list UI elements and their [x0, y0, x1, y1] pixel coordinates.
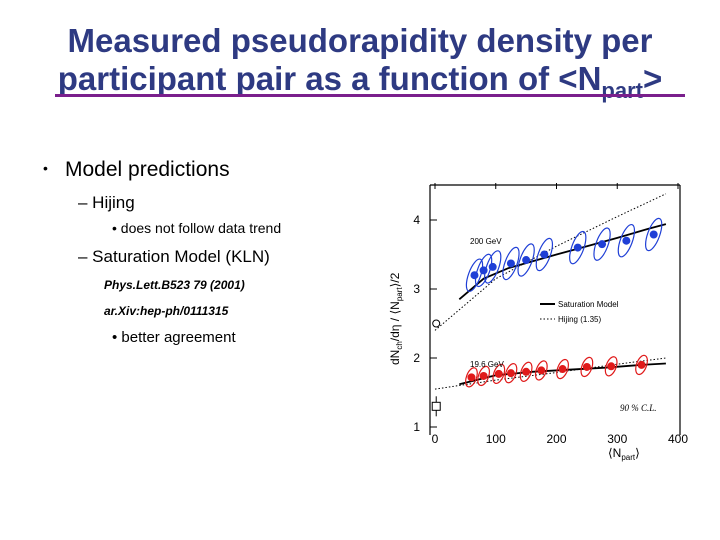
data-point-19gev [537, 366, 546, 375]
y-axis-label-end: ⟩/2 [388, 272, 402, 287]
x-tick-label: 300 [607, 432, 627, 446]
data-point-19gev [467, 373, 476, 382]
bullet-marker: • [43, 160, 48, 176]
x-axis-label-end: ⟩ [635, 446, 640, 460]
dash-hijing: – Hijing [78, 193, 135, 212]
y-axis-label: dNch/dη / ⟨Npart⟩/2 [388, 272, 404, 365]
y-axis-label-ch: ch [395, 341, 404, 349]
cl-ellipse [534, 360, 548, 381]
bullet-model-predictions: • Model predictions [43, 158, 230, 182]
cl-ellipse [556, 358, 569, 380]
cl-label: 90 % C.L. [620, 403, 657, 413]
legend-hijing-label: Hijing (1.35) [558, 315, 601, 324]
y-axis-label-mid: /dη / ⟨N [388, 301, 402, 341]
data-point-19gev [479, 371, 488, 380]
y-axis-label-part: part [395, 287, 404, 302]
y-axis-label-main: dN [388, 350, 402, 365]
hijing-curve-200gev [434, 193, 667, 331]
data-point-200gev [649, 230, 658, 239]
data-point-pp-square [431, 401, 441, 411]
y-tick-label: 3 [413, 282, 420, 296]
cl-ellipse [504, 363, 518, 384]
data-point-19gev [506, 369, 515, 378]
data-point-19gev [637, 360, 646, 369]
cl-ellipse [569, 230, 587, 265]
data-point-19gev [607, 362, 616, 371]
x-tick-label: 0 [432, 432, 439, 446]
chart: 0 100 200 300 400 1 2 3 4 200 GeV 19.6 GeV 90 % … [388, 183, 688, 462]
cl-ellipse [465, 367, 478, 388]
cl-ellipse [477, 365, 491, 387]
data-point-200gev [506, 259, 515, 268]
x-axis-label-sub: part [621, 453, 636, 462]
x-axis-label-main: ⟨N [608, 446, 621, 460]
data-point-200gev [622, 236, 631, 245]
cl-ellipse [492, 363, 506, 385]
data-point-19gev [582, 362, 591, 371]
x-axis-label: ⟨Npart⟩ [608, 446, 640, 462]
reference-arxiv: ar.Xiv:hep-ph/0111315 [104, 304, 229, 318]
cl-ellipse [593, 227, 611, 261]
x-tick-label: 100 [486, 432, 506, 446]
cl-ellipse [484, 250, 502, 284]
bullet-text: Model predictions [65, 158, 230, 181]
cl-ellipse [474, 253, 493, 288]
data-point-19gev [494, 369, 503, 378]
annotation-19gev: 19.6 GeV [470, 360, 504, 369]
cl-ellipse [604, 356, 618, 377]
cl-ellipse [617, 223, 636, 258]
cl-ellipse [535, 237, 554, 272]
title-line-2-main: participant pair as a function of <N [57, 60, 602, 97]
slide-title: Measured pseudorapidity density per part… [0, 22, 720, 110]
x-tick-label: 400 [668, 432, 688, 446]
legend-saturation-label: Saturation Model [558, 300, 619, 309]
cl-ellipse [580, 356, 594, 378]
data-point-200gev [598, 240, 607, 249]
cl-ellipse [645, 217, 663, 252]
sub-bullet-saturation: • better agreement [112, 329, 236, 346]
x-tick-label: 200 [546, 432, 566, 446]
title-line-2: participant pair as a function of <Npart… [0, 60, 720, 110]
title-line-2-end: > [642, 60, 663, 97]
y-tick-label: 2 [413, 351, 420, 365]
data-point-19gev [522, 367, 531, 376]
annotation-200gev: 200 GeV [470, 237, 502, 246]
title-underline [55, 94, 685, 97]
y-tick-label: 1 [413, 420, 420, 434]
cl-ellipse [465, 258, 484, 292]
data-point-200gev [522, 256, 531, 265]
cl-ellipse [519, 361, 533, 382]
y-tick-label: 4 [413, 213, 420, 227]
data-point-pp-open [432, 319, 441, 328]
data-point-19gev [558, 365, 567, 374]
data-point-200gev [488, 262, 497, 271]
reference-physlett: Phys.Lett.B523 79 (2001) [104, 278, 245, 292]
data-point-200gev [540, 250, 549, 259]
dash-saturation: – Saturation Model (KLN) [78, 247, 270, 266]
saturation-curve-200gev [458, 223, 667, 300]
cl-ellipse [635, 354, 648, 376]
sub-bullet-hijing: • does not follow data trend [112, 220, 282, 236]
cl-ellipse [517, 243, 535, 277]
title-line-2-sub: part [601, 78, 643, 103]
title-line-1: Measured pseudorapidity density per [67, 22, 653, 59]
cl-ellipse [502, 246, 520, 281]
data-point-200gev [573, 243, 582, 252]
